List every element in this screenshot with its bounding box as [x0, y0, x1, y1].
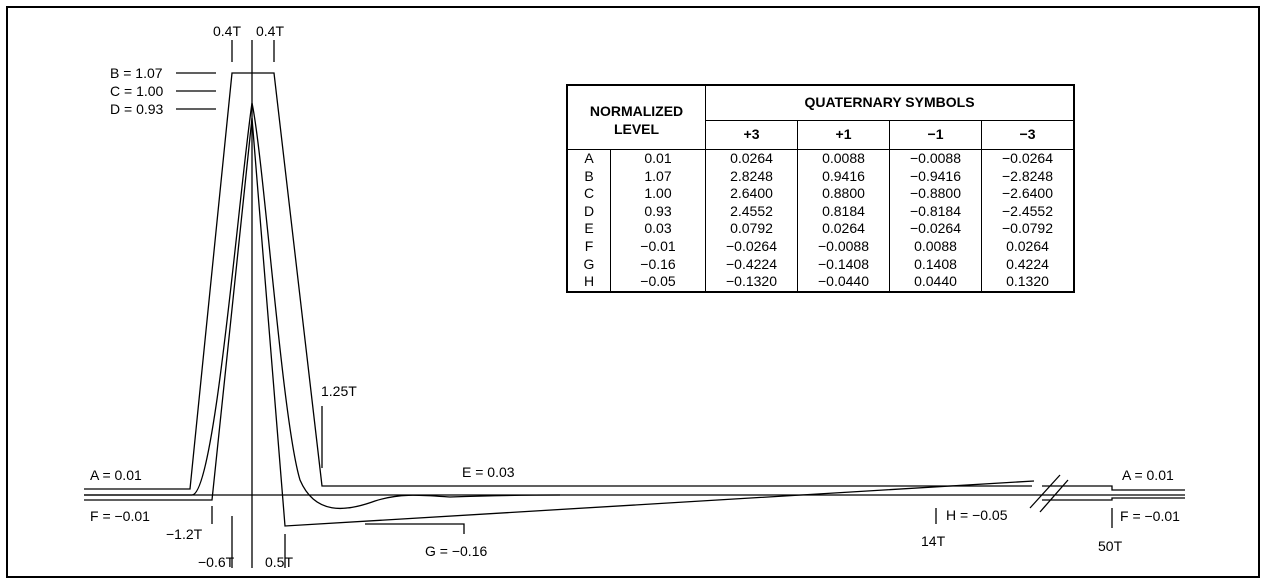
p05-label: 0.5T — [265, 554, 293, 570]
coefficient-cell: 2.4552 — [705, 202, 798, 221]
row-id-cell: H — [567, 273, 611, 292]
coefficient-cell: 0.0440 — [889, 273, 982, 292]
coefficient-cell: −0.4224 — [705, 255, 798, 274]
coefficient-cell: −0.0264 — [889, 220, 982, 238]
symbol-header: +1 — [797, 120, 890, 150]
upper-template-line — [84, 72, 1032, 490]
top-right-width-label: 0.4T — [256, 23, 284, 39]
coefficient-cell: −0.0440 — [797, 273, 890, 292]
coefficient-cell: 0.8184 — [797, 202, 890, 221]
level-cell: −0.05 — [610, 273, 706, 292]
coefficient-cell: −0.0792 — [1002, 220, 1053, 237]
level-cell: −0.16 — [610, 255, 706, 274]
coefficient-cell: 0.0264 — [797, 220, 890, 238]
f-left-label: F = −0.01 — [90, 508, 150, 524]
h-label: H = −0.05 — [946, 507, 1008, 523]
row-id-cell: G — [567, 255, 611, 274]
symbol-header: −3 — [981, 120, 1074, 150]
coefficient-cell: 2.6400 — [705, 185, 798, 203]
nominal-pulse-curve — [84, 102, 561, 510]
t50-label: 50T — [1098, 538, 1123, 554]
row-id-cell: C — [567, 185, 611, 203]
b-label: B = 1.07 — [110, 65, 163, 81]
t14-label: 14T — [921, 533, 946, 549]
symbol-header: −1 — [889, 120, 982, 150]
table-row: D 0.93 2.4552 0.8184 −0.8184 −2.4552 — [567, 202, 1074, 221]
table-row: A 0.01 0.0264 0.0088 −0.0088 −0.0264 — [567, 149, 1074, 168]
upper-template-right — [1042, 485, 1185, 491]
row-id-cell: A — [567, 149, 611, 168]
row-id-cell: D — [567, 202, 611, 221]
coefficient-cell: −0.0088 — [797, 237, 890, 256]
coefficient-table: NORMALIZED QUATERNARY SYMBOLS LEVEL +3 +… — [566, 84, 1075, 293]
coefficient-cell: 0.0088 — [797, 149, 890, 168]
coefficient-cell: 2.8248 — [705, 167, 798, 186]
table-row: G −0.16 −0.4224 −0.1408 0.1408 0.4224 — [567, 255, 1074, 274]
d-label: D = 0.93 — [110, 101, 164, 117]
level-cell: 0.93 — [610, 202, 706, 221]
p125-label: 1.25T — [321, 383, 357, 399]
coefficient-cell: 0.0264 — [1006, 237, 1049, 254]
coefficient-cell: 0.0792 — [705, 220, 798, 238]
f-right-label: F = −0.01 — [1120, 508, 1180, 524]
row-id-cell: F — [567, 237, 611, 256]
m12-label: −1.2T — [166, 526, 203, 542]
symbols-header: QUATERNARY SYMBOLS — [705, 85, 1074, 121]
coefficient-cell: −2.4552 — [1002, 202, 1053, 219]
coefficient-cell: 0.1408 — [889, 255, 982, 274]
row-id-cell: E — [567, 220, 611, 238]
break-mark-2 — [1039, 479, 1069, 513]
e-label: E = 0.03 — [462, 464, 515, 480]
coefficient-cell: 0.8800 — [797, 185, 890, 203]
coefficient-cell: 0.0088 — [889, 237, 982, 256]
row-id-cell: B — [567, 167, 611, 186]
lower-template-right — [1042, 497, 1185, 501]
coefficient-cell: −0.1408 — [797, 255, 890, 274]
g-leader — [365, 523, 465, 534]
table-row: E 0.03 0.0792 0.0264 −0.0264 −0.0792 — [567, 220, 1074, 238]
table-row: C 1.00 2.6400 0.8800 −0.8800 −2.6400 — [567, 185, 1074, 203]
diagram-frame — [6, 6, 1260, 578]
coefficient-cell: 0.9416 — [797, 167, 890, 186]
coefficient-cell: −2.8248 — [1002, 167, 1053, 184]
coefficient-cell: 0.1320 — [1006, 273, 1049, 290]
coefficient-cell: −0.8800 — [889, 185, 982, 203]
level-header-line1: NORMALIZED — [567, 85, 706, 121]
table-row: F −0.01 −0.0264 −0.0088 0.0088 0.0264 — [567, 237, 1074, 256]
top-left-width-label: 0.4T — [213, 23, 241, 39]
coefficient-cell: 0.4224 — [1006, 255, 1049, 272]
a-right-label: A = 0.01 — [1122, 467, 1174, 483]
level-header-line2: LEVEL — [567, 120, 706, 150]
table-row: B 1.07 2.8248 0.9416 −0.9416 −2.8248 — [567, 167, 1074, 186]
m06-label: −0.6T — [198, 554, 235, 570]
coefficient-cell: 0.0264 — [705, 149, 798, 168]
coefficient-cell: −0.0264 — [1002, 150, 1053, 166]
break-mark-1 — [1029, 474, 1061, 509]
table-row: H −0.05 −0.1320 −0.0440 0.0440 0.1320 — [567, 273, 1074, 292]
level-cell: 1.07 — [610, 167, 706, 186]
g-label: G = −0.16 — [425, 543, 487, 559]
level-cell: 0.03 — [610, 220, 706, 238]
coefficient-cell: −0.0088 — [889, 149, 982, 168]
coefficient-cell: −0.1320 — [705, 273, 798, 292]
coefficient-cell: −0.0264 — [705, 237, 798, 256]
a-left-label: A = 0.01 — [90, 467, 142, 483]
level-cell: −0.01 — [610, 237, 706, 256]
level-cell: 0.01 — [610, 149, 706, 168]
coefficient-cell: −2.6400 — [1002, 185, 1053, 202]
level-cell: 1.00 — [610, 185, 706, 203]
coefficient-cell: −0.9416 — [889, 167, 982, 186]
symbol-header: +3 — [705, 120, 798, 150]
table-body: A 0.01 0.0264 0.0088 −0.0088 −0.0264 B 1.07 2.82… — [567, 149, 1074, 292]
c-label: C = 1.00 — [110, 83, 164, 99]
coefficient-cell: −0.8184 — [889, 202, 982, 221]
